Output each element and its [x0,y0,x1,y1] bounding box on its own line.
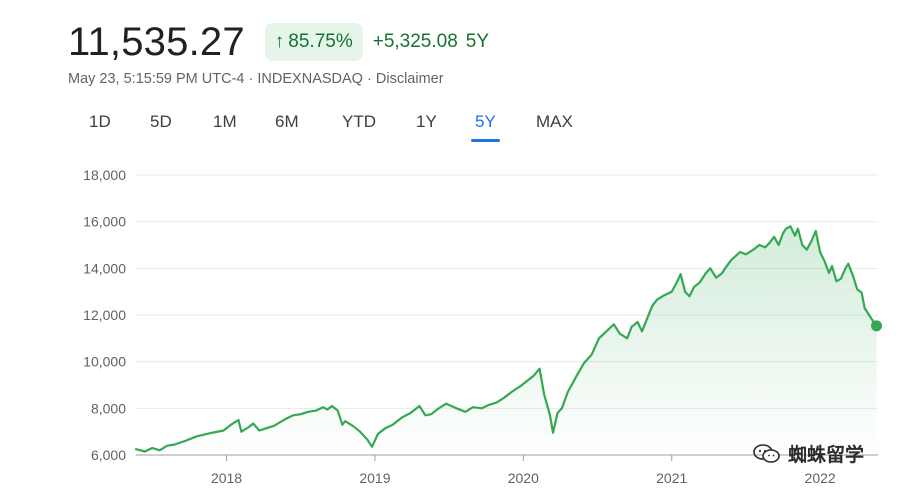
tab-1d[interactable]: 1D [89,112,111,131]
y-tick-label: 8,000 [91,400,126,416]
watermark: 蜘蛛留学 [752,440,864,467]
y-tick-label: 12,000 [83,307,126,323]
exchange-label: INDEXNASDAQ [257,71,363,87]
y-tick-label: 6,000 [91,447,126,463]
x-tick-label: 2018 [211,470,242,486]
y-tick-label: 18,000 [83,167,126,183]
percent-change-badge: ↑ 85.75% [264,23,363,61]
y-axis: 6,000 8,000 10,000 12,000 14,000 16,000 18,000 [83,167,126,463]
up-arrow-icon: ↑ [274,31,285,52]
meta-separator: · [248,71,254,87]
tab-5y[interactable]: 5Y [471,112,500,142]
price-chart[interactable]: 6,000 8,000 10,000 12,000 14,000 16,000 18,000… [0,155,907,494]
current-price: 11,535.27 [68,20,245,64]
absolute-change: +5,325.08 [372,31,458,52]
area-fill [136,226,877,455]
x-tick-label: 2021 [656,470,687,486]
tab-6m[interactable]: 6M [275,112,299,131]
y-tick-label: 10,000 [83,354,126,370]
y-tick-label: 16,000 [83,214,126,230]
price-line [134,225,878,453]
tab-5d[interactable]: 5D [150,112,172,131]
y-tick-label: 14,000 [83,260,126,276]
meta-separator: · [367,71,372,87]
x-tick-label: 2022 [805,470,836,486]
x-tick-label: 2020 [508,470,539,486]
tab-ytd[interactable]: YTD [342,112,376,131]
tab-max[interactable]: MAX [536,112,573,131]
change-period: 5Y [465,31,490,52]
absolute-change-group: +5,325.08 5Y [373,31,489,53]
x-axis: 2018 2019 2020 2021 2022 [211,455,836,486]
percent-change: 85.75% [288,31,353,52]
price-series [134,225,883,455]
quote-meta: May 23, 5:15:59 PM UTC-4 · INDEXNASDAQ ·… [68,71,444,87]
quote-header: 11,535.27 ↑ 85.75% +5,325.08 5Y [68,14,489,70]
tab-1y[interactable]: 1Y [416,112,437,131]
disclaimer-link[interactable]: Disclaimer [375,71,444,87]
last-price-dot[interactable] [871,320,883,332]
wechat-icon [753,443,780,463]
watermark-text: 蜘蛛留学 [788,445,865,466]
quote-timestamp: May 23, 5:15:59 PM UTC-4 [68,71,245,87]
x-tick-label: 2019 [359,470,390,486]
tab-1m[interactable]: 1M [213,112,237,131]
